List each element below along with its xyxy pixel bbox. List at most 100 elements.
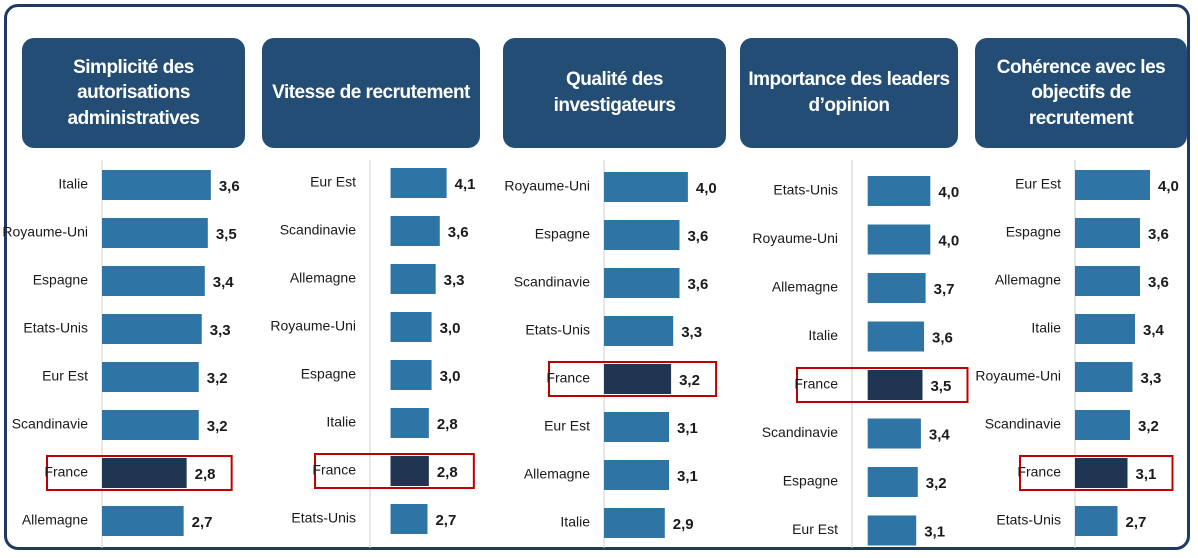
value-label: 2,7 [1126, 514, 1147, 531]
value-label: 3,3 [681, 324, 702, 341]
bar [867, 224, 931, 255]
category-label: France [1017, 464, 1061, 480]
bar [604, 172, 688, 202]
category-label: Royaume-Uni [270, 318, 356, 334]
value-label: 3,2 [207, 418, 228, 435]
value-label: 3,5 [930, 378, 951, 395]
bar [867, 176, 931, 206]
category-label: Scandinavie [280, 222, 356, 238]
bar [1075, 218, 1140, 248]
category-label: France [546, 370, 590, 386]
bar [604, 508, 665, 538]
value-label: 2,9 [673, 516, 694, 533]
category-label: Eur Est [1015, 176, 1061, 192]
category-label: Scandinavie [12, 416, 88, 432]
value-label: 3,6 [932, 329, 953, 346]
value-label: 3,4 [213, 274, 235, 291]
value-label: 3,6 [1148, 274, 1169, 291]
bar [867, 418, 921, 449]
value-label: 3,1 [924, 523, 945, 540]
value-label: 3,3 [210, 322, 231, 339]
bar [390, 504, 428, 534]
value-label: 4,0 [938, 184, 959, 201]
chart-title: Qualité des investigateurs [503, 38, 726, 148]
category-label: Royaume-Uni [752, 230, 838, 246]
value-label: 2,7 [435, 512, 456, 529]
category-label: Etats-Unis [996, 512, 1061, 528]
bar [867, 515, 917, 546]
value-label: 3,1 [677, 420, 698, 437]
bar [604, 220, 680, 250]
chart-title: Cohérence avec les objectifs de recrutem… [975, 38, 1187, 148]
value-label: 3,3 [444, 272, 465, 289]
category-label: Italie [58, 176, 88, 192]
bar [102, 362, 199, 392]
bar [102, 266, 205, 296]
value-label: 2,8 [437, 464, 458, 481]
bar [867, 273, 926, 303]
value-label: 2,8 [195, 466, 216, 483]
bar [390, 216, 440, 246]
category-label: Allemagne [772, 279, 838, 295]
bar [1075, 506, 1118, 536]
bar [1075, 458, 1128, 488]
bar [102, 506, 184, 536]
value-label: 3,0 [440, 368, 461, 385]
bar [604, 460, 669, 490]
bar [102, 170, 211, 200]
value-label: 3,2 [679, 372, 700, 389]
bar [867, 321, 925, 352]
category-label: France [44, 464, 88, 480]
chart-title: Vitesse de recrutement [262, 38, 480, 148]
highlight-box [46, 455, 233, 491]
bar [102, 218, 208, 248]
category-label: Italie [326, 414, 356, 430]
bar [604, 268, 680, 298]
value-label: 4,0 [1158, 178, 1179, 195]
highlight-box [314, 453, 475, 489]
category-label: Eur Est [792, 521, 838, 537]
bar [390, 264, 436, 294]
value-label: 3,7 [934, 281, 955, 298]
value-label: 4,1 [455, 176, 476, 193]
category-label: Eur Est [310, 174, 356, 190]
bar [604, 364, 672, 394]
bar [1075, 266, 1140, 296]
category-label: Etats-Unis [23, 320, 88, 336]
value-label: 3,6 [448, 224, 469, 241]
value-label: 3,6 [687, 228, 708, 245]
category-label: Espagne [783, 473, 838, 489]
bar [867, 467, 918, 497]
category-label: Etats-Unis [773, 182, 838, 198]
value-label: 3,1 [677, 468, 698, 485]
category-label: Eur Est [42, 368, 88, 384]
category-label: Allemagne [995, 272, 1061, 288]
bar [102, 410, 199, 440]
value-label: 3,1 [1136, 466, 1157, 483]
value-label: 4,0 [938, 232, 959, 249]
bar [390, 168, 447, 198]
category-label: Royaume-Uni [504, 178, 590, 194]
category-label: Royaume-Uni [2, 224, 88, 240]
category-label: Etats-Unis [525, 322, 590, 338]
value-label: 3,0 [440, 320, 461, 337]
value-label: 3,2 [926, 475, 947, 492]
bar [390, 408, 429, 438]
category-label: Allemagne [290, 270, 356, 286]
category-label: Etats-Unis [291, 510, 356, 526]
value-label: 4,0 [696, 180, 717, 197]
value-label: 3,4 [1143, 322, 1165, 339]
bar [1075, 362, 1133, 392]
category-label: France [794, 376, 838, 392]
category-label: Eur Est [544, 418, 590, 434]
category-label: France [312, 462, 356, 478]
value-label: 2,8 [437, 416, 458, 433]
category-label: Espagne [1006, 224, 1061, 240]
category-label: Espagne [33, 272, 88, 288]
category-label: Espagne [301, 366, 356, 382]
value-label: 3,4 [929, 426, 951, 443]
category-label: Espagne [535, 226, 590, 242]
highlight-box [796, 367, 969, 403]
